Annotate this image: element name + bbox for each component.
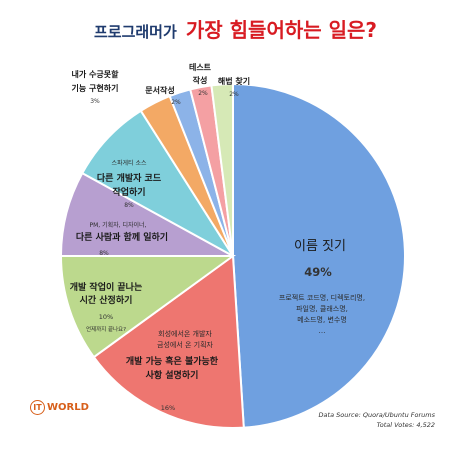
pie-slice-0 (232, 82, 406, 429)
slice-desc-0-1: 파일명, 클래스명, (296, 304, 348, 313)
slice-desc-3-0: PM, 기획자, 디자이너, (90, 221, 147, 229)
slice-label-3-0: 다른 사람과 함께 일하기 (76, 231, 168, 243)
title-part2: 가장 힘들어하는 일은? (185, 18, 378, 42)
chart-title: 프로그래머가 가장 힘들어하는 일은? (0, 14, 471, 43)
slice-desc-0-2: 메소드명, 변수명 (297, 315, 347, 324)
slice-label-7-1: 작성 (193, 75, 208, 85)
pie-labels: 이름 짓기 49% 프로젝트 코드명, 디렉토리명, 파일명, 클래스명, 메소드명, … (70, 62, 365, 412)
slice-value-8: 2% (229, 91, 239, 98)
slice-label-1-0: 개발 가능 혹은 불가능한 (126, 355, 219, 367)
pie-slices (59, 82, 406, 429)
itworld-logo: IT WORLD (30, 400, 89, 415)
slice-label-2-1: 시간 산정하기 (80, 294, 133, 306)
slice-value-2: 10% (99, 313, 113, 321)
slice-label-4-1: 작업하기 (112, 186, 145, 198)
slice-desc-1-0: 회성에서온 개발자 (158, 329, 212, 338)
slice-value-6: 2% (171, 99, 181, 106)
slice-value-1: 16% (161, 404, 175, 412)
slice-desc-0-3: … (319, 327, 326, 335)
slice-label-8-0: 해법 찾기 (218, 76, 250, 86)
pie-slice-2 (59, 255, 237, 359)
slice-value-7: 2% (198, 90, 208, 97)
slice-value-5: 3% (90, 98, 100, 105)
data-source-note: Data Source: Quora/Ubuntu Forums (318, 411, 435, 419)
slice-desc-1-1: 금성에서 온 기획자 (157, 340, 214, 349)
slice-value-0: 49% (304, 265, 332, 279)
slice-label-1-1: 사항 설명하기 (146, 369, 199, 381)
slice-label-5-1: 기능 구현하기 (72, 83, 119, 93)
slice-value-4: 8% (124, 202, 134, 209)
slice-label-4-0: 다른 개발자 코드 (97, 172, 162, 184)
logo-text: WORLD (47, 402, 89, 413)
slice-desc-2-0: 언제까지 끝나요? (86, 325, 126, 333)
pie-slice-1 (92, 254, 245, 429)
slice-desc-4-0: 스파게티 소스 (111, 159, 147, 167)
title-part1: 프로그래머가 (93, 23, 177, 41)
slice-label-6-0: 문서작성 (145, 85, 174, 95)
slice-value-3: 8% (99, 250, 109, 257)
slice-desc-0-0: 프로젝트 코드명, 디렉토리명, (279, 293, 365, 302)
pie-slice-8 (210, 82, 234, 257)
slice-label-2-0: 개발 작업이 끝나는 (70, 281, 143, 293)
slice-label-0-0: 이름 짓기 (294, 239, 346, 254)
logo-mark: IT (30, 400, 45, 415)
total-votes-note: Total Votes: 4,522 (376, 421, 435, 429)
slice-label-5-0: 내가 수긍못할 (72, 69, 120, 79)
slice-label-7-0: 테스트 (189, 62, 212, 72)
